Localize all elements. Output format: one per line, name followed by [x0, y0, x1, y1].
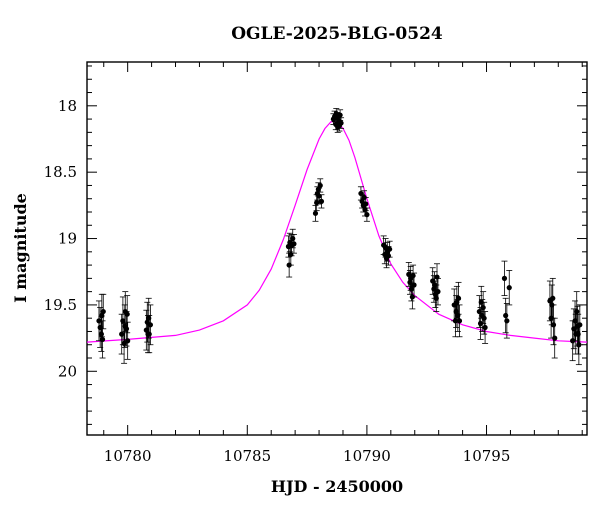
data-point	[146, 331, 152, 337]
tick-labels: 10780 10785 10790 10795 18 18.5 19 19.5 20	[44, 97, 511, 465]
data-point	[317, 182, 323, 189]
y-tick-label: 18.5	[44, 163, 77, 181]
x-tick-label: 10795	[463, 447, 511, 465]
data-point	[147, 322, 153, 328]
axis-ticks	[87, 62, 587, 435]
x-tick-label: 10785	[223, 447, 271, 465]
data-point	[291, 241, 297, 247]
data-point	[364, 212, 370, 218]
data-point	[480, 304, 486, 311]
data-point	[481, 315, 487, 321]
data-point	[501, 275, 508, 281]
data-point	[574, 308, 580, 315]
x-tick-label: 10790	[343, 447, 391, 465]
data-point	[316, 193, 322, 199]
data-point	[318, 198, 325, 204]
y-tick-label: 19	[58, 230, 77, 248]
plot-frame	[86, 61, 588, 436]
model-curve-line	[86, 121, 588, 343]
data-point	[456, 318, 463, 324]
data-point	[452, 318, 459, 324]
data-point	[504, 318, 510, 324]
model-curve-layer	[86, 121, 588, 343]
data-point	[503, 312, 509, 319]
data-point	[314, 200, 320, 206]
data-points-layer	[95, 108, 583, 366]
data-point	[577, 322, 583, 328]
data-point	[385, 253, 392, 259]
data-point	[123, 326, 130, 332]
y-tick-label: 19.5	[44, 296, 77, 314]
data-point	[312, 210, 319, 216]
y-tick-label: 20	[58, 362, 77, 380]
data-point	[99, 336, 106, 343]
data-point	[124, 311, 130, 317]
data-point	[550, 295, 556, 301]
data-point	[455, 295, 462, 301]
data-point	[120, 318, 126, 324]
data-point	[100, 308, 106, 315]
data-point	[410, 273, 416, 279]
data-point	[125, 338, 131, 344]
x-axis-label: HJD - 2450000	[271, 477, 403, 496]
data-point	[288, 251, 294, 258]
data-point	[552, 335, 558, 341]
y-tick-label: 18	[58, 97, 77, 115]
data-point	[121, 340, 127, 347]
y-axis-label: I magnitude	[11, 193, 30, 303]
data-point	[411, 282, 417, 288]
x-tick-label: 10780	[104, 447, 152, 465]
data-point	[98, 331, 104, 337]
data-point	[387, 246, 393, 252]
data-point	[482, 324, 488, 331]
data-point	[337, 112, 343, 118]
data-point	[435, 289, 441, 295]
data-point	[506, 285, 512, 291]
data-point	[290, 235, 296, 242]
data-point	[338, 120, 344, 126]
data-point	[550, 322, 557, 328]
data-point	[119, 331, 125, 337]
data-point	[363, 201, 369, 207]
chart-title: OGLE-2025-BLG-0524	[231, 24, 443, 44]
data-point	[434, 274, 440, 280]
